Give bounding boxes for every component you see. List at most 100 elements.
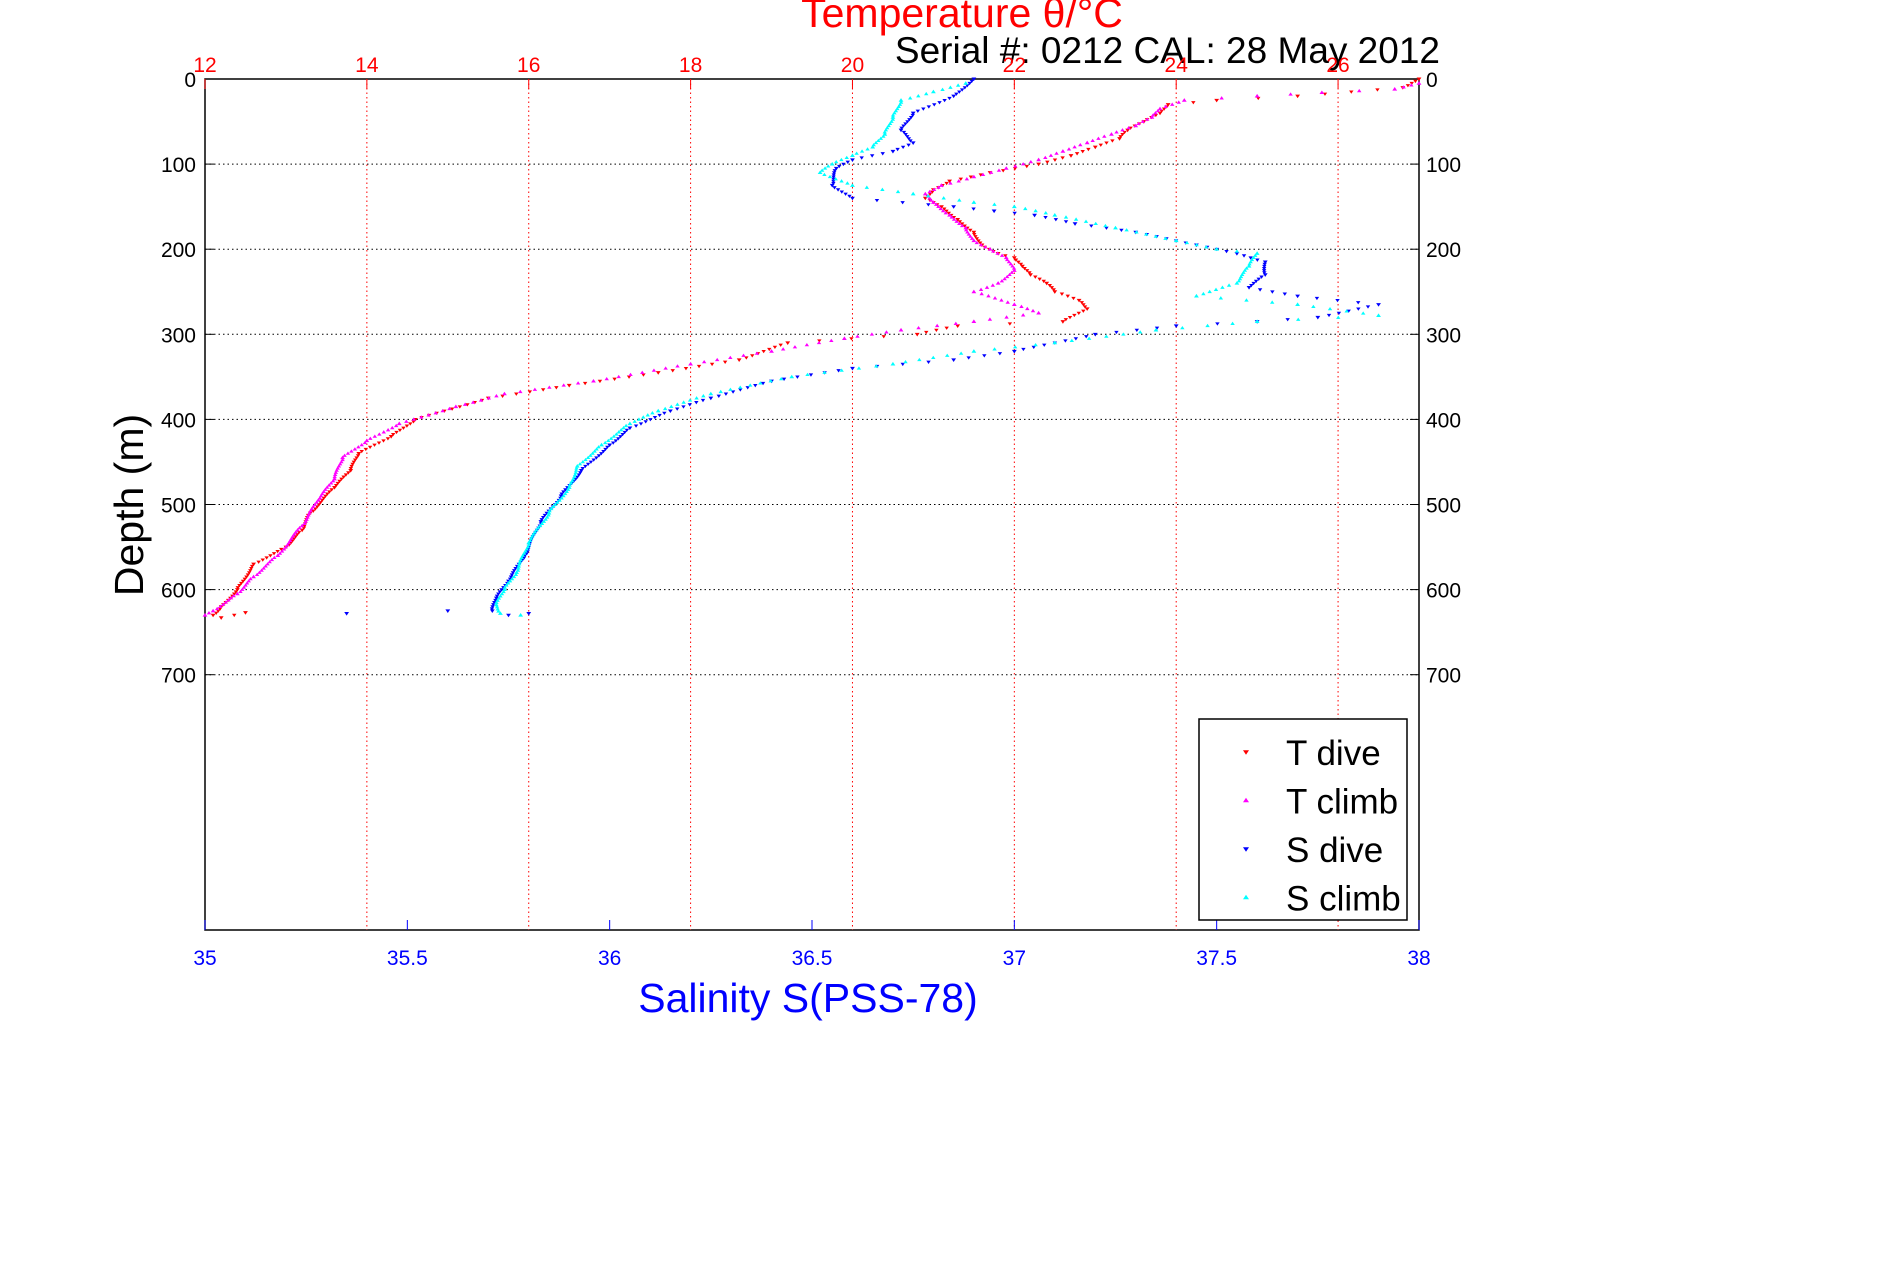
data-point — [905, 120, 910, 124]
data-point — [1315, 315, 1321, 320]
data-point — [655, 408, 661, 413]
data-point — [1020, 264, 1025, 269]
data-point — [345, 451, 351, 455]
data-point — [325, 492, 330, 496]
data-point — [440, 408, 445, 413]
data-point — [490, 605, 495, 609]
data-point — [939, 205, 944, 209]
data-point — [547, 385, 552, 389]
axis-ticks: 12 14 16 18 20 22 24 26 0 0 100 100 200 200 300 300 400 4… — [161, 54, 1461, 970]
depth-tick-label-left: 300 — [161, 324, 196, 347]
data-point — [1104, 334, 1109, 338]
data-point — [971, 238, 977, 243]
data-point — [275, 549, 280, 554]
data-point — [638, 422, 644, 426]
data-point — [1251, 255, 1256, 260]
data-point — [604, 376, 609, 381]
data-point — [621, 425, 626, 430]
data-point — [895, 106, 900, 111]
data-point — [1194, 293, 1199, 298]
data-point — [958, 177, 963, 181]
data-point — [517, 562, 522, 566]
data-point — [293, 530, 299, 534]
data-point — [291, 537, 297, 541]
data-point — [502, 585, 508, 589]
data-point — [1110, 139, 1115, 143]
data-point — [210, 608, 216, 613]
data-point — [831, 181, 836, 186]
data-point — [831, 173, 836, 177]
data-point — [1033, 342, 1038, 347]
data-point — [1360, 311, 1366, 315]
data-point — [226, 598, 231, 602]
data-point — [1346, 309, 1351, 313]
data-point — [495, 607, 500, 611]
data-point — [1066, 147, 1072, 151]
data-point — [372, 443, 377, 447]
data-point — [955, 83, 961, 87]
data-point — [1234, 249, 1240, 253]
data-point — [1249, 284, 1254, 288]
data-point — [976, 239, 981, 243]
data-point — [974, 240, 980, 245]
depth-tick-label-left: 0 — [184, 69, 196, 92]
data-point — [898, 327, 904, 332]
data-point — [859, 156, 864, 160]
data-point — [648, 418, 653, 422]
legend-label: T climb — [1286, 783, 1398, 822]
data-point — [321, 496, 326, 501]
data-point — [978, 241, 983, 245]
data-point — [750, 354, 755, 358]
data-point — [669, 404, 674, 408]
data-point — [249, 564, 255, 569]
data-point — [330, 479, 336, 483]
data-point — [1356, 307, 1361, 311]
data-point — [558, 494, 564, 499]
data-point — [745, 386, 750, 390]
data-point — [1089, 224, 1094, 228]
data-point — [667, 409, 673, 414]
data-point — [927, 196, 932, 200]
data-point — [618, 428, 624, 432]
data-point — [1254, 251, 1260, 255]
data-point — [1047, 284, 1052, 288]
data-point — [1376, 303, 1381, 307]
data-point — [927, 189, 932, 194]
data-point — [319, 498, 325, 503]
data-point — [504, 583, 509, 587]
data-point — [394, 423, 399, 428]
data-point — [342, 453, 347, 457]
data-point — [521, 556, 527, 560]
data-point — [509, 576, 515, 581]
data-point — [494, 600, 499, 605]
data-point — [348, 467, 354, 471]
data-point — [546, 510, 552, 515]
data-point — [232, 613, 237, 618]
data-point — [350, 462, 355, 467]
data-point — [574, 464, 580, 468]
data-point — [235, 586, 240, 590]
data-point — [728, 355, 733, 360]
data-point — [957, 90, 962, 94]
data-point — [206, 611, 212, 615]
data-point — [1262, 271, 1267, 275]
data-point — [951, 94, 957, 99]
data-point — [957, 221, 962, 225]
data-point — [781, 377, 787, 381]
data-point — [714, 357, 720, 362]
data-point — [991, 249, 996, 253]
data-point — [1251, 281, 1256, 286]
data-point — [627, 421, 633, 426]
data-point — [381, 430, 386, 434]
data-point — [532, 530, 538, 534]
data-point — [655, 371, 661, 375]
data-point — [700, 398, 706, 403]
data-point — [995, 251, 1000, 255]
data-point — [352, 458, 358, 462]
data-point — [603, 440, 608, 445]
data-point — [1409, 83, 1414, 87]
data-point — [934, 328, 939, 333]
data-point — [292, 532, 297, 536]
data-point — [223, 600, 229, 604]
chart-title: Temperature θ/°C — [801, 0, 1123, 36]
